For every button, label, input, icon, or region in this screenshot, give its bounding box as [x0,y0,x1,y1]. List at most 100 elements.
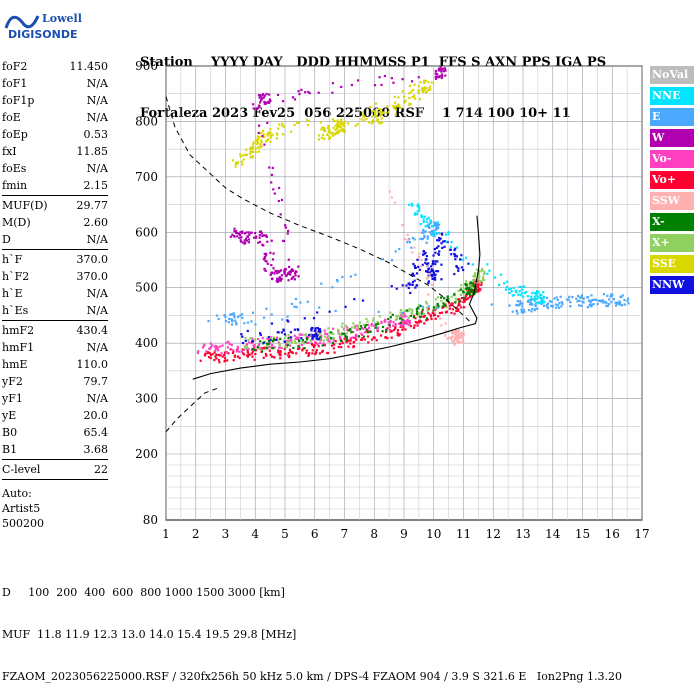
echo-point [342,123,345,126]
legend-item-noval: NoVal [650,66,694,84]
echo-point [453,249,456,252]
echo-point [536,297,539,300]
echo-point [482,275,485,278]
echo-point [277,127,280,130]
echo-point [361,337,364,340]
echo-point [450,253,453,256]
echo-point [427,216,430,219]
echo-point [311,335,314,339]
echo-point [417,89,420,92]
echo-point [289,339,293,342]
echo-point [430,273,433,277]
echo-point [349,275,352,278]
echo-point [271,258,275,261]
echo-point [272,336,276,339]
echo-point [404,322,407,325]
echo-point [245,148,248,151]
echo-point [418,319,421,322]
echo-point [329,136,332,139]
echo-point [576,294,580,298]
echo-point [417,76,420,79]
echo-point [482,278,485,281]
echo-point [427,268,430,271]
echo-point [329,337,333,340]
echo-point [481,267,484,271]
echo-point [330,132,333,135]
echo-point [314,351,317,354]
echo-point [453,252,456,256]
echo-point [223,314,226,317]
echo-point [515,290,518,294]
echo-point [285,274,288,277]
echo-point [448,336,451,339]
echo-point [339,335,342,338]
echo-point [466,287,469,290]
echo-point [590,299,593,302]
echo-point [523,310,526,313]
echo-point [470,290,474,293]
echo-point [425,241,428,244]
echo-point [410,202,413,205]
echo-point [240,313,244,316]
echo-point [265,260,268,263]
echo-point [321,344,324,347]
echo-point [423,88,426,91]
echo-point [372,317,375,320]
echo-point [275,338,278,341]
echo-point [257,337,260,341]
echo-point [232,234,236,238]
echo-point [251,143,255,146]
echo-point [251,340,254,343]
echo-point [233,227,236,230]
echo-point [450,329,454,333]
echo-point [561,302,564,306]
echo-point [390,196,393,199]
echo-point [266,121,269,124]
echo-point [256,141,259,144]
echo-point [425,270,428,273]
echo-point [478,287,481,290]
echo-point [252,103,255,106]
echo-point [390,336,393,339]
echo-point [480,269,484,272]
echo-point [464,287,467,291]
echo-point [510,290,513,293]
echo-point [370,338,374,341]
echo-point [245,345,248,348]
echo-point [398,334,401,337]
echo-point [609,295,612,298]
echo-point [426,237,429,240]
echo-point [231,159,235,162]
echo-point [388,190,391,193]
param-row: yE 20.0 [2,407,108,424]
echo-point [440,76,443,79]
echo-point [460,306,463,309]
x-tick-label: 12 [486,527,501,541]
echo-point [283,347,286,351]
echo-point [578,296,582,299]
echo-point [269,99,272,103]
param-name: B0 [2,426,18,439]
param-separator [2,459,108,460]
param-row: h`F 370.0 [2,251,108,268]
echo-point [239,239,242,242]
echo-point [331,118,334,121]
echo-point [311,337,314,340]
echo-point [352,330,355,334]
echo-point [213,358,216,362]
echo-point [257,241,260,244]
echo-point [323,130,326,133]
param-name: yF2 [2,375,23,388]
echo-point [336,280,339,283]
echo-point [306,123,310,127]
echo-point [398,322,401,325]
echo-point [519,300,522,303]
echo-point [464,294,467,298]
x-tick-label: 15 [575,527,590,541]
echo-point [536,294,539,298]
param-name: hmF2 [2,324,35,337]
echo-point [381,325,385,329]
series-nnw [240,232,470,345]
echo-point [207,356,211,359]
echo-point [455,265,458,269]
